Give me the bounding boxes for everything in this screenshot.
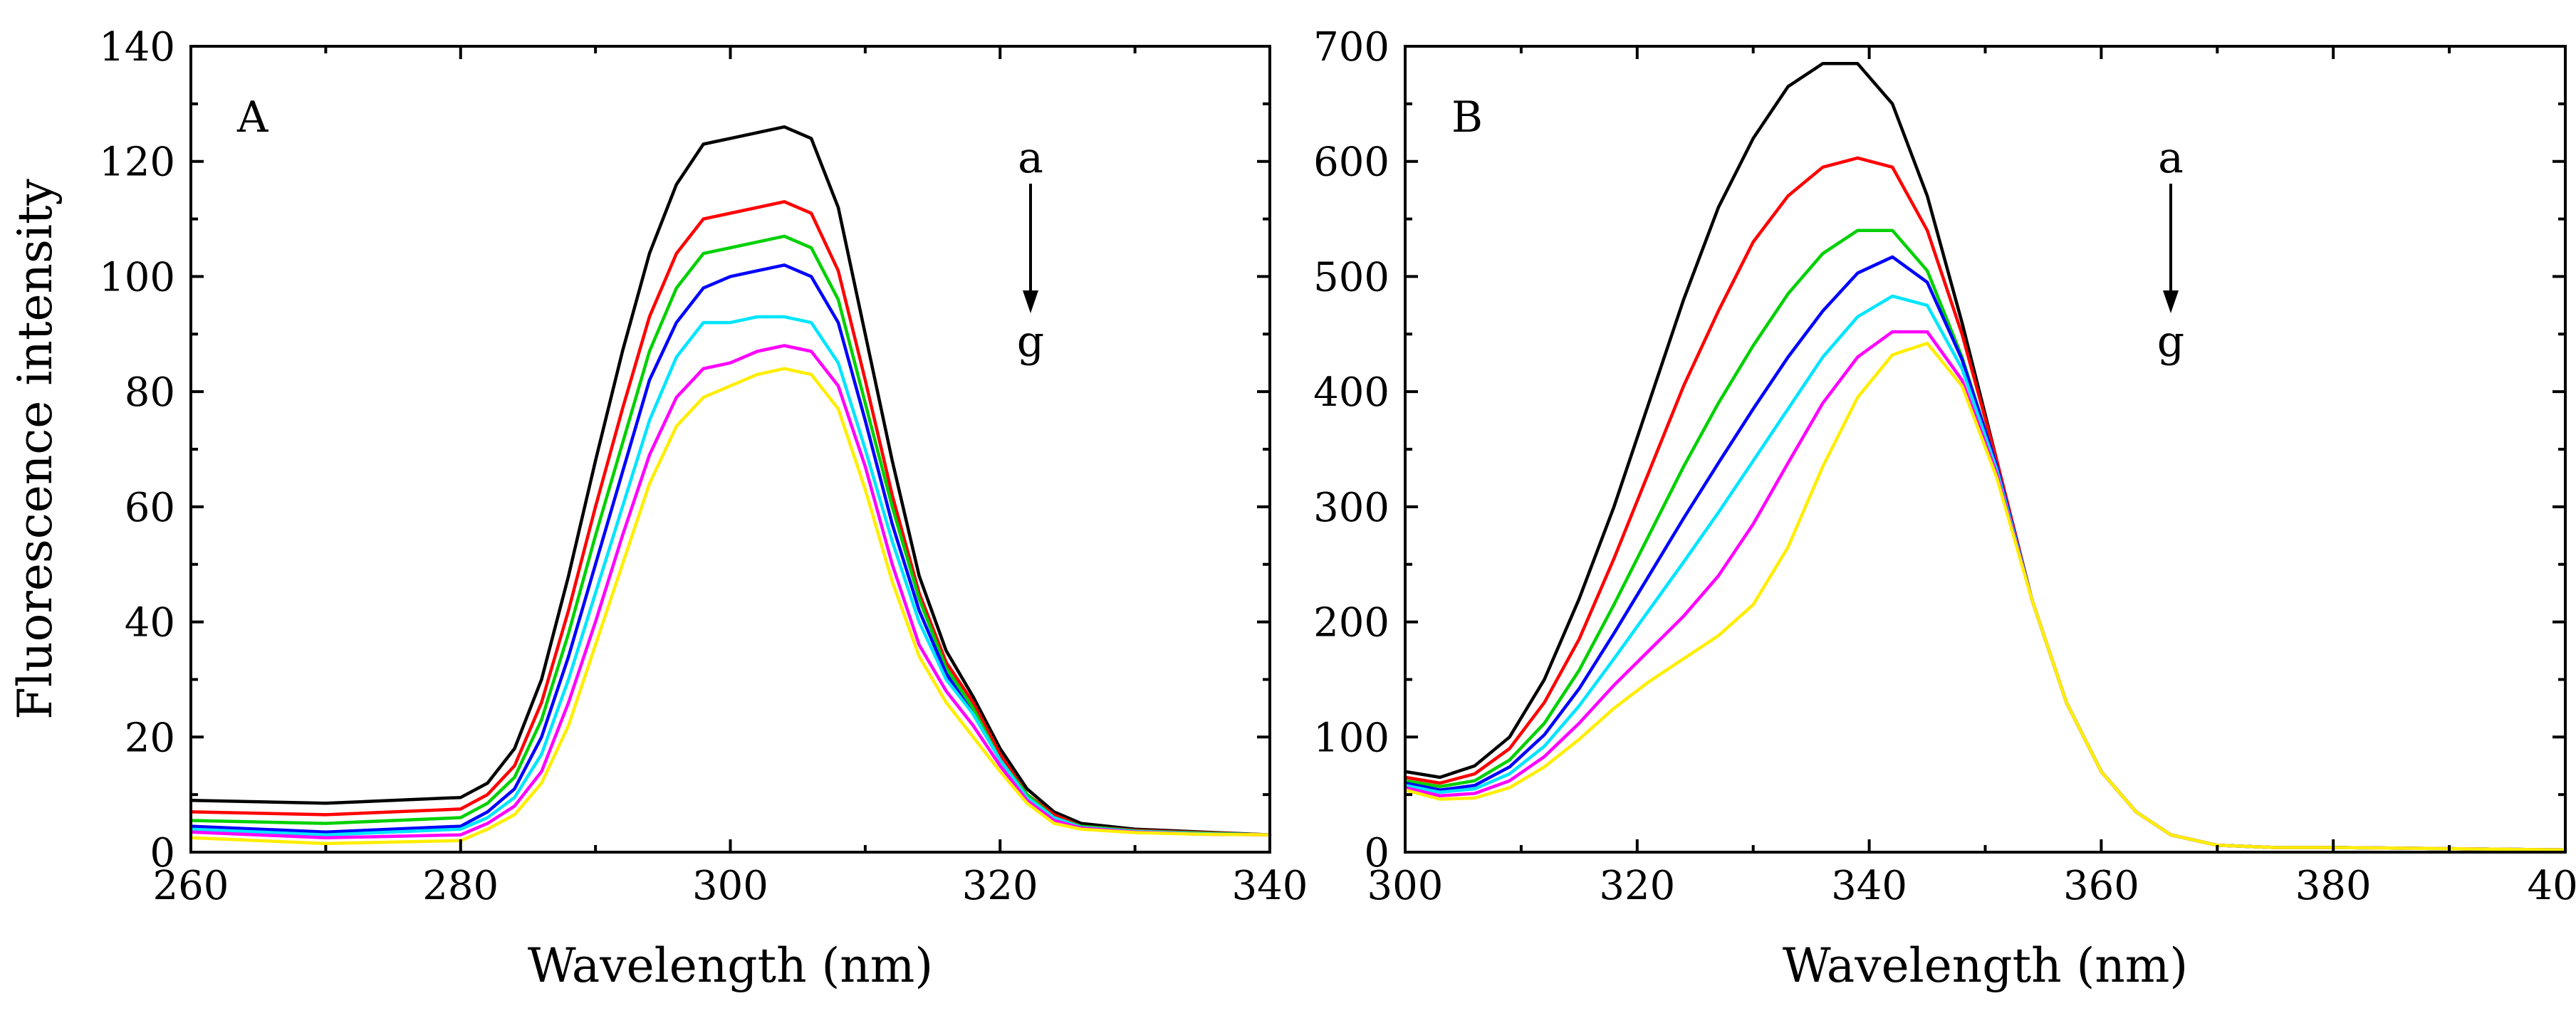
series-line-c — [189, 234, 1272, 836]
series-line-e — [189, 315, 1272, 836]
series-line-e — [1403, 294, 2567, 852]
x-tick-label: 300 — [692, 863, 768, 909]
x-axis-title: Wavelength (nm) — [528, 938, 933, 993]
y-tick-label: 100 — [1313, 715, 1389, 761]
x-tick-label: 320 — [1599, 863, 1675, 909]
x-tick-label: 340 — [1232, 863, 1308, 909]
plot-frame — [189, 45, 1271, 854]
series-line-d — [189, 263, 1272, 836]
x-tick-label: 360 — [2063, 863, 2139, 909]
series-line-f — [189, 344, 1272, 840]
x-tick-label: 320 — [962, 863, 1038, 909]
y-tick-label: 60 — [125, 485, 175, 531]
down-arrow-head-icon — [2163, 290, 2179, 313]
y-tick-label: 200 — [1313, 600, 1389, 646]
y-tick-label: 300 — [1313, 485, 1389, 531]
y-axis-title: Fluorescence intensity — [8, 178, 63, 719]
x-tick-label: 260 — [153, 863, 229, 909]
panel-label: A — [236, 93, 268, 142]
y-tick-label: 40 — [125, 600, 175, 646]
chart-panel-b: 300 320 340 360 380 400 0 100 200 300 400 500 600 700… — [1313, 24, 2576, 993]
series-line-d — [1403, 255, 2567, 852]
arrow-bottom-label: g — [2157, 317, 2184, 367]
series-line-g — [1403, 341, 2567, 852]
y-tick-label: 400 — [1313, 369, 1389, 416]
chart-panel-a: 260 280 300 320 340 0 20 40 60 80 100 120 140 Wavelen… — [8, 24, 1308, 993]
y-tick-label: 20 — [125, 715, 175, 761]
x-tick-label: 280 — [422, 863, 499, 909]
y-tick-label: 80 — [125, 369, 175, 416]
y-tick-label: 500 — [1313, 254, 1389, 300]
series-line-a — [1403, 62, 2567, 852]
y-tick-label: 0 — [150, 830, 175, 876]
series-line-a — [189, 125, 1272, 836]
series-line-g — [189, 367, 1272, 846]
x-tick-label: 380 — [2295, 863, 2372, 909]
arrow-bottom-label: g — [1017, 317, 1044, 367]
series-line-b — [1403, 156, 2567, 852]
y-tick-label: 600 — [1313, 140, 1389, 186]
x-tick-label: 340 — [1831, 863, 1907, 909]
panel-label: B — [1451, 93, 1483, 142]
y-tick-label: 700 — [1313, 24, 1389, 70]
down-arrow-head-icon — [1023, 290, 1038, 313]
y-tick-label: 120 — [99, 140, 175, 186]
x-axis-title: Wavelength (nm) — [1783, 938, 2188, 993]
x-tick-label: 300 — [1367, 863, 1444, 909]
y-tick-label: 140 — [99, 24, 175, 70]
arrow-top-label: a — [1018, 133, 1043, 183]
series-line-c — [1403, 229, 2567, 852]
series-line-b — [189, 200, 1272, 836]
y-tick-label: 0 — [1364, 830, 1389, 876]
y-tick-label: 100 — [99, 254, 175, 300]
arrow-top-label: a — [2158, 133, 2184, 183]
x-tick-label: 400 — [2528, 863, 2576, 909]
